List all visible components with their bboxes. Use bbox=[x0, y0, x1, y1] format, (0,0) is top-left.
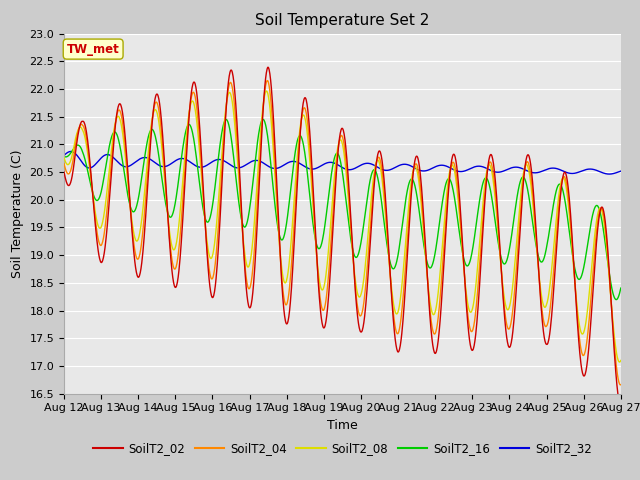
SoilT2_04 bbox=[246, 284, 254, 290]
SoilT2_04 bbox=[616, 382, 624, 388]
Line: SoilT2_32: SoilT2_32 bbox=[64, 152, 621, 174]
SoilT2_16 bbox=[60, 154, 68, 159]
Line: SoilT2_02: SoilT2_02 bbox=[64, 67, 621, 408]
SoilT2_02 bbox=[60, 169, 68, 175]
SoilT2_04 bbox=[184, 126, 191, 132]
SoilT2_02 bbox=[551, 267, 559, 273]
Line: SoilT2_04: SoilT2_04 bbox=[64, 81, 621, 385]
SoilT2_32 bbox=[246, 159, 254, 165]
Line: SoilT2_16: SoilT2_16 bbox=[64, 120, 621, 300]
SoilT2_02 bbox=[184, 132, 191, 137]
SoilT2_16 bbox=[246, 203, 254, 208]
Line: SoilT2_08: SoilT2_08 bbox=[64, 91, 621, 362]
X-axis label: Time: Time bbox=[327, 419, 358, 432]
Title: Soil Temperature Set 2: Soil Temperature Set 2 bbox=[255, 13, 429, 28]
Legend: SoilT2_02, SoilT2_04, SoilT2_08, SoilT2_16, SoilT2_32: SoilT2_02, SoilT2_04, SoilT2_08, SoilT2_… bbox=[88, 437, 596, 460]
SoilT2_04 bbox=[502, 317, 509, 323]
SoilT2_16 bbox=[259, 117, 267, 122]
SoilT2_04 bbox=[429, 329, 437, 335]
SoilT2_32 bbox=[184, 158, 192, 164]
SoilT2_16 bbox=[170, 205, 178, 211]
SoilT2_08 bbox=[429, 312, 437, 317]
SoilT2_02 bbox=[429, 345, 437, 350]
SoilT2_16 bbox=[617, 285, 625, 291]
SoilT2_04 bbox=[551, 250, 559, 255]
SoilT2_02 bbox=[617, 405, 625, 410]
SoilT2_08 bbox=[60, 155, 68, 161]
SoilT2_04 bbox=[264, 78, 271, 84]
SoilT2_32 bbox=[171, 158, 179, 164]
SoilT2_16 bbox=[612, 297, 620, 302]
SoilT2_02 bbox=[170, 283, 178, 288]
SoilT2_08 bbox=[616, 359, 623, 365]
SoilT2_04 bbox=[60, 161, 68, 167]
SoilT2_02 bbox=[246, 305, 254, 311]
SoilT2_04 bbox=[617, 382, 625, 387]
SoilT2_16 bbox=[502, 260, 509, 265]
SoilT2_08 bbox=[617, 358, 625, 363]
SoilT2_02 bbox=[502, 328, 509, 334]
SoilT2_02 bbox=[264, 64, 272, 70]
SoilT2_32 bbox=[429, 165, 437, 171]
SoilT2_08 bbox=[246, 259, 254, 264]
SoilT2_08 bbox=[184, 120, 191, 125]
SoilT2_32 bbox=[60, 153, 68, 158]
SoilT2_32 bbox=[551, 166, 559, 171]
SoilT2_08 bbox=[502, 303, 509, 309]
SoilT2_08 bbox=[551, 229, 559, 235]
SoilT2_04 bbox=[170, 266, 178, 272]
SoilT2_32 bbox=[502, 167, 509, 173]
SoilT2_32 bbox=[67, 149, 75, 155]
SoilT2_16 bbox=[184, 122, 191, 128]
SoilT2_32 bbox=[617, 168, 625, 174]
SoilT2_32 bbox=[605, 171, 613, 177]
Y-axis label: Soil Temperature (C): Soil Temperature (C) bbox=[11, 149, 24, 278]
SoilT2_16 bbox=[551, 193, 559, 199]
SoilT2_08 bbox=[262, 88, 270, 94]
SoilT2_16 bbox=[429, 259, 437, 265]
SoilT2_08 bbox=[170, 247, 178, 252]
Text: TW_met: TW_met bbox=[67, 43, 120, 56]
